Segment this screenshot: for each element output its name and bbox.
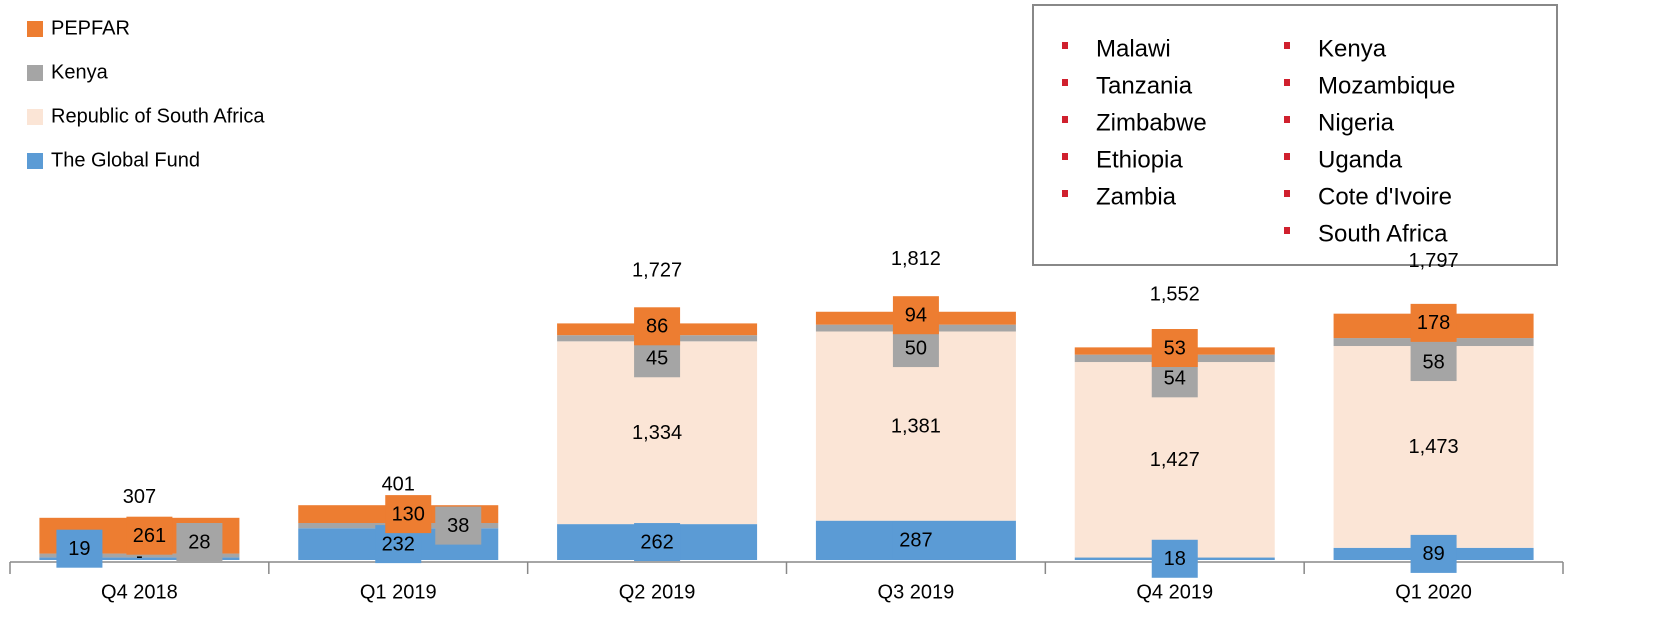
country-bullet (1062, 190, 1068, 197)
legend-swatch (27, 65, 43, 81)
value-label: 1,334 (632, 422, 682, 444)
country-name: Malawi (1096, 35, 1171, 62)
bar-segment (39, 557, 240, 560)
country-bullet (1062, 79, 1068, 86)
value-label: 1,473 (1409, 436, 1459, 458)
value-label: 50 (905, 337, 927, 359)
country-bullet (1284, 79, 1290, 86)
legend-swatch (27, 21, 43, 37)
country-name: Kenya (1318, 35, 1387, 62)
value-label: 58 (1422, 351, 1444, 373)
legend-label: The Global Fund (51, 149, 200, 171)
x-tick-label: Q1 2020 (1395, 581, 1472, 603)
country-bullet (1062, 116, 1068, 123)
total-label: 401 (382, 473, 415, 495)
label-box (56, 529, 103, 568)
country-name: Cote d'Ivoire (1318, 183, 1452, 210)
bar-segment (39, 553, 240, 558)
country-name: Zimbabwe (1096, 109, 1207, 136)
total-label: 1,727 (632, 260, 682, 282)
value-label: 232 (382, 533, 415, 555)
country-bullet (1284, 190, 1290, 197)
country-bullet (1284, 227, 1290, 234)
x-tick-label: Q4 2019 (1136, 581, 1213, 603)
label-box (634, 307, 681, 346)
country-bullet (1284, 42, 1290, 49)
label-box (1151, 329, 1198, 368)
total-label: 1,812 (891, 248, 941, 270)
legend-swatch (27, 109, 43, 125)
label-box (634, 523, 681, 562)
country-name: Ethiopia (1096, 146, 1183, 173)
value-label: 262 (640, 531, 673, 553)
value-label: 130 (392, 503, 425, 525)
value-label: 19 (68, 538, 90, 560)
value-label: 1,427 (1150, 449, 1200, 471)
country-name: Zambia (1096, 183, 1177, 210)
label-box (126, 516, 173, 555)
x-tick-label: Q4 2018 (101, 581, 178, 603)
value-label: 178 (1417, 312, 1450, 334)
bar-segment (1333, 338, 1534, 347)
label-box (892, 296, 939, 335)
total-label: 1,552 (1150, 284, 1200, 306)
label-box (1410, 343, 1457, 382)
value-label: 18 (1164, 548, 1186, 570)
legend-label: Kenya (51, 61, 109, 83)
total-label: 1,797 (1409, 250, 1459, 272)
label-box (385, 495, 432, 534)
label-box (1151, 539, 1198, 578)
country-bullet (1284, 153, 1290, 160)
value-label: 94 (905, 304, 927, 326)
country-bullet (1062, 153, 1068, 160)
x-tick-label: Q1 2019 (360, 581, 437, 603)
x-tick-label: Q2 2019 (619, 581, 696, 603)
total-label: 307 (123, 486, 156, 508)
value-label: 53 (1164, 337, 1186, 359)
value-label: 261 (133, 525, 166, 547)
x-tick-label: Q3 2019 (878, 581, 955, 603)
value-label: 1,381 (891, 415, 941, 437)
value-label: 287 (899, 530, 932, 552)
country-name: Tanzania (1096, 72, 1193, 99)
country-name: Nigeria (1318, 109, 1395, 136)
legend-label: Republic of South Africa (51, 105, 265, 127)
value-label: 28 (188, 531, 210, 553)
label-box (892, 521, 939, 560)
value-label: 86 (646, 316, 668, 338)
country-name: Mozambique (1318, 72, 1455, 99)
value-label: 38 (447, 515, 469, 537)
country-box (1032, 4, 1558, 266)
label-box (176, 523, 223, 561)
country-bullet (1284, 116, 1290, 123)
value-label: - (136, 545, 143, 567)
label-box (634, 339, 681, 378)
country-bullet (1062, 42, 1068, 49)
value-label: 89 (1422, 543, 1444, 565)
label-box (1410, 303, 1457, 342)
label-box (435, 506, 482, 545)
country-name: South Africa (1318, 220, 1448, 247)
legend-label: PEPFAR (51, 17, 130, 39)
label-box (1410, 534, 1457, 573)
country-name: Uganda (1318, 146, 1403, 173)
label-box (892, 329, 939, 368)
value-label: 54 (1164, 368, 1186, 390)
value-label: 45 (646, 348, 668, 370)
legend-swatch (27, 153, 43, 169)
